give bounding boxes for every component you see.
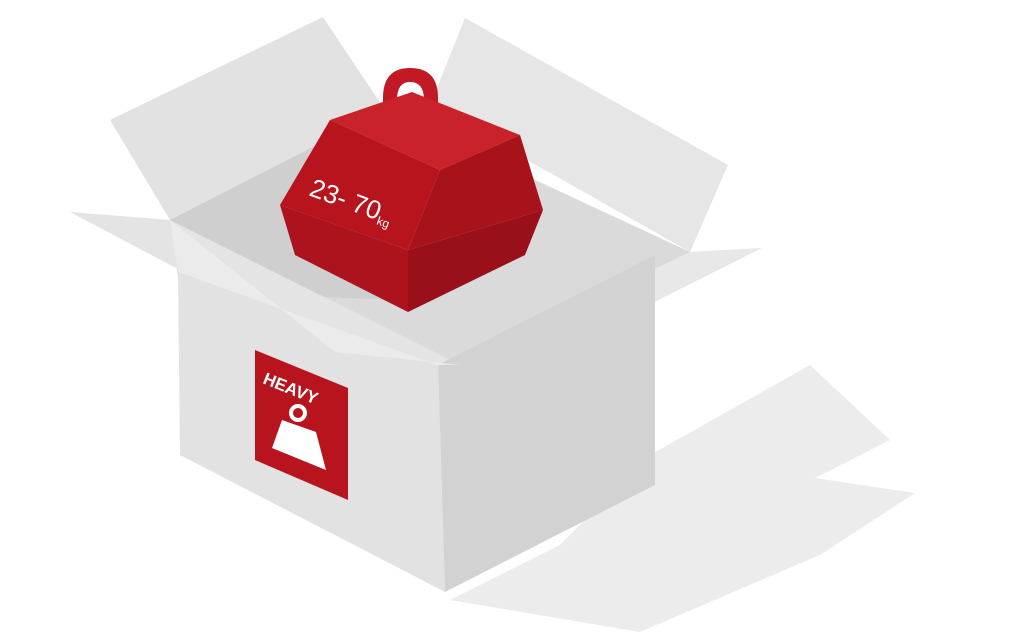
weight-top-face [330, 92, 520, 170]
box-top-rim [170, 220, 460, 365]
weight-unit-label: kg [375, 214, 392, 231]
red-weight: 23- 70kg [280, 68, 543, 312]
heavy-sticker: HEAVY [255, 350, 348, 500]
weight-left-upper-face [280, 120, 440, 250]
weight-icon [272, 404, 326, 470]
weight-left-lower-face [280, 205, 408, 312]
box-front-left-flap [70, 212, 460, 365]
box-back-left-flap [110, 17, 385, 220]
heavy-sticker-background [255, 350, 348, 500]
box-back-right-flap [430, 18, 728, 252]
box-front-right-face [438, 255, 655, 592]
box-shadow [450, 365, 915, 632]
weight-right-upper-face [408, 135, 543, 250]
weight-right-lower-face [408, 210, 543, 312]
